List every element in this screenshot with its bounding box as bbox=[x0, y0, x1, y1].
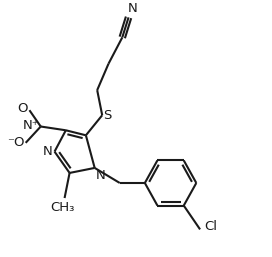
Text: N: N bbox=[96, 169, 106, 182]
Text: N: N bbox=[42, 145, 52, 158]
Text: S: S bbox=[103, 109, 112, 122]
Text: O: O bbox=[18, 103, 28, 115]
Text: N: N bbox=[128, 2, 137, 15]
Text: N⁺: N⁺ bbox=[23, 119, 39, 132]
Text: Cl: Cl bbox=[204, 221, 217, 233]
Text: CH₃: CH₃ bbox=[50, 200, 74, 214]
Text: ⁻O: ⁻O bbox=[7, 136, 24, 149]
